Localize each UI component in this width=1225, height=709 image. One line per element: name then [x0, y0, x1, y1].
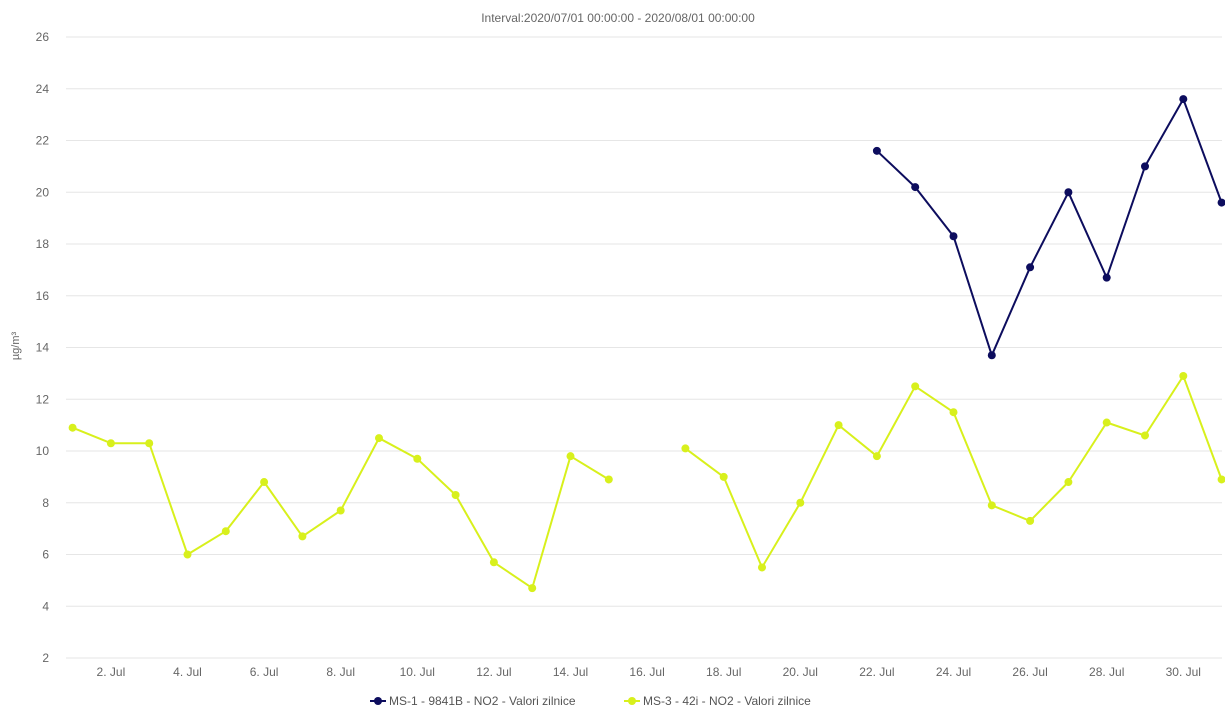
data-point[interactable]	[681, 444, 690, 453]
data-point[interactable]	[719, 472, 728, 481]
y-tick-label: 10	[36, 444, 50, 458]
y-tick-label: 8	[42, 496, 49, 510]
y-tick-label: 18	[36, 237, 50, 251]
y-tick-label: 24	[36, 82, 50, 96]
data-point[interactable]	[1102, 273, 1111, 282]
data-point[interactable]	[987, 501, 996, 510]
series-1	[872, 95, 1225, 360]
data-point[interactable]	[911, 382, 920, 391]
y-axis-label: µg/m³	[10, 331, 22, 360]
data-point[interactable]	[298, 532, 307, 541]
x-tick-label: 28. Jul	[1089, 665, 1124, 679]
legend-label: MS-1 - 9841B - NO2 - Valori zilnice	[389, 694, 576, 708]
legend-label: MS-3 - 42i - NO2 - Valori zilnice	[643, 694, 811, 708]
y-tick-label: 14	[36, 341, 50, 355]
y-tick-label: 6	[42, 548, 49, 562]
x-tick-label: 4. Jul	[173, 665, 202, 679]
data-point[interactable]	[1217, 475, 1225, 484]
y-tick-label: 12	[36, 392, 50, 406]
data-point[interactable]	[1141, 431, 1149, 440]
data-point[interactable]	[949, 408, 958, 417]
data-point[interactable]	[949, 232, 958, 241]
data-point[interactable]	[183, 550, 192, 559]
y-tick-label: 22	[36, 134, 50, 148]
x-tick-label: 20. Jul	[783, 665, 818, 679]
x-tick-label: 30. Jul	[1166, 665, 1201, 679]
data-point[interactable]	[336, 506, 345, 515]
data-point[interactable]	[1026, 263, 1035, 272]
x-tick-label: 12. Jul	[476, 665, 511, 679]
data-point[interactable]	[1102, 418, 1111, 427]
y-tick-label: 4	[42, 599, 49, 613]
data-point[interactable]	[758, 563, 766, 572]
data-point[interactable]	[604, 475, 613, 484]
y-tick-label: 2	[42, 651, 49, 665]
y-tick-label: 20	[36, 185, 50, 199]
legend-item-2[interactable]: MS-3 - 42i - NO2 - Valori zilnice	[624, 694, 811, 708]
data-point[interactable]	[796, 498, 805, 507]
x-axis-ticks: 2. Jul 4. Jul 6. Jul 8. Jul 10. Jul 12. Jul 14…	[97, 665, 1201, 679]
series-line	[876, 98, 1223, 357]
data-point[interactable]	[68, 423, 77, 432]
chart-title: Interval:2020/07/01 00:00:00 - 2020/08/0…	[481, 11, 755, 25]
x-tick-label: 10. Jul	[400, 665, 435, 679]
data-point[interactable]	[221, 527, 230, 536]
data-point[interactable]	[489, 558, 498, 567]
data-point[interactable]	[145, 439, 154, 448]
data-point[interactable]	[1179, 95, 1188, 104]
y-tick-label: 16	[36, 289, 50, 303]
data-point[interactable]	[528, 584, 537, 593]
legend-marker	[374, 697, 382, 705]
data-point[interactable]	[834, 421, 843, 430]
data-point[interactable]	[413, 454, 422, 463]
data-point[interactable]	[106, 439, 115, 448]
x-tick-label: 26. Jul	[1012, 665, 1047, 679]
x-tick-label: 24. Jul	[936, 665, 971, 679]
data-point[interactable]	[1141, 162, 1149, 171]
data-point[interactable]	[1217, 198, 1225, 207]
data-point[interactable]	[260, 478, 269, 487]
x-tick-label: 14. Jul	[553, 665, 588, 679]
x-tick-label: 18. Jul	[706, 665, 741, 679]
legend-marker	[628, 697, 636, 705]
x-tick-label: 6. Jul	[250, 665, 279, 679]
series-layer	[68, 95, 1225, 593]
data-point[interactable]	[1064, 478, 1073, 487]
data-point[interactable]	[1064, 188, 1073, 197]
legend-item-1[interactable]: MS-1 - 9841B - NO2 - Valori zilnice	[370, 694, 576, 708]
x-tick-label: 8. Jul	[326, 665, 355, 679]
y-tick-label: 26	[36, 30, 50, 44]
data-point[interactable]	[911, 183, 920, 192]
data-point[interactable]	[375, 434, 383, 443]
data-point[interactable]	[1026, 516, 1035, 525]
data-point[interactable]	[872, 146, 881, 155]
x-tick-label: 16. Jul	[629, 665, 664, 679]
data-point[interactable]	[872, 452, 881, 461]
data-point[interactable]	[987, 351, 996, 360]
data-point[interactable]	[1179, 371, 1188, 380]
data-point[interactable]	[566, 452, 575, 461]
series-line	[684, 375, 1223, 569]
x-tick-label: 2. Jul	[97, 665, 126, 679]
gridlines	[66, 36, 1222, 659]
legend[interactable]: MS-1 - 9841B - NO2 - Valori zilnice MS-3 …	[370, 694, 811, 708]
series-2	[68, 371, 1225, 593]
x-tick-label: 22. Jul	[859, 665, 894, 679]
data-point[interactable]	[451, 490, 460, 499]
